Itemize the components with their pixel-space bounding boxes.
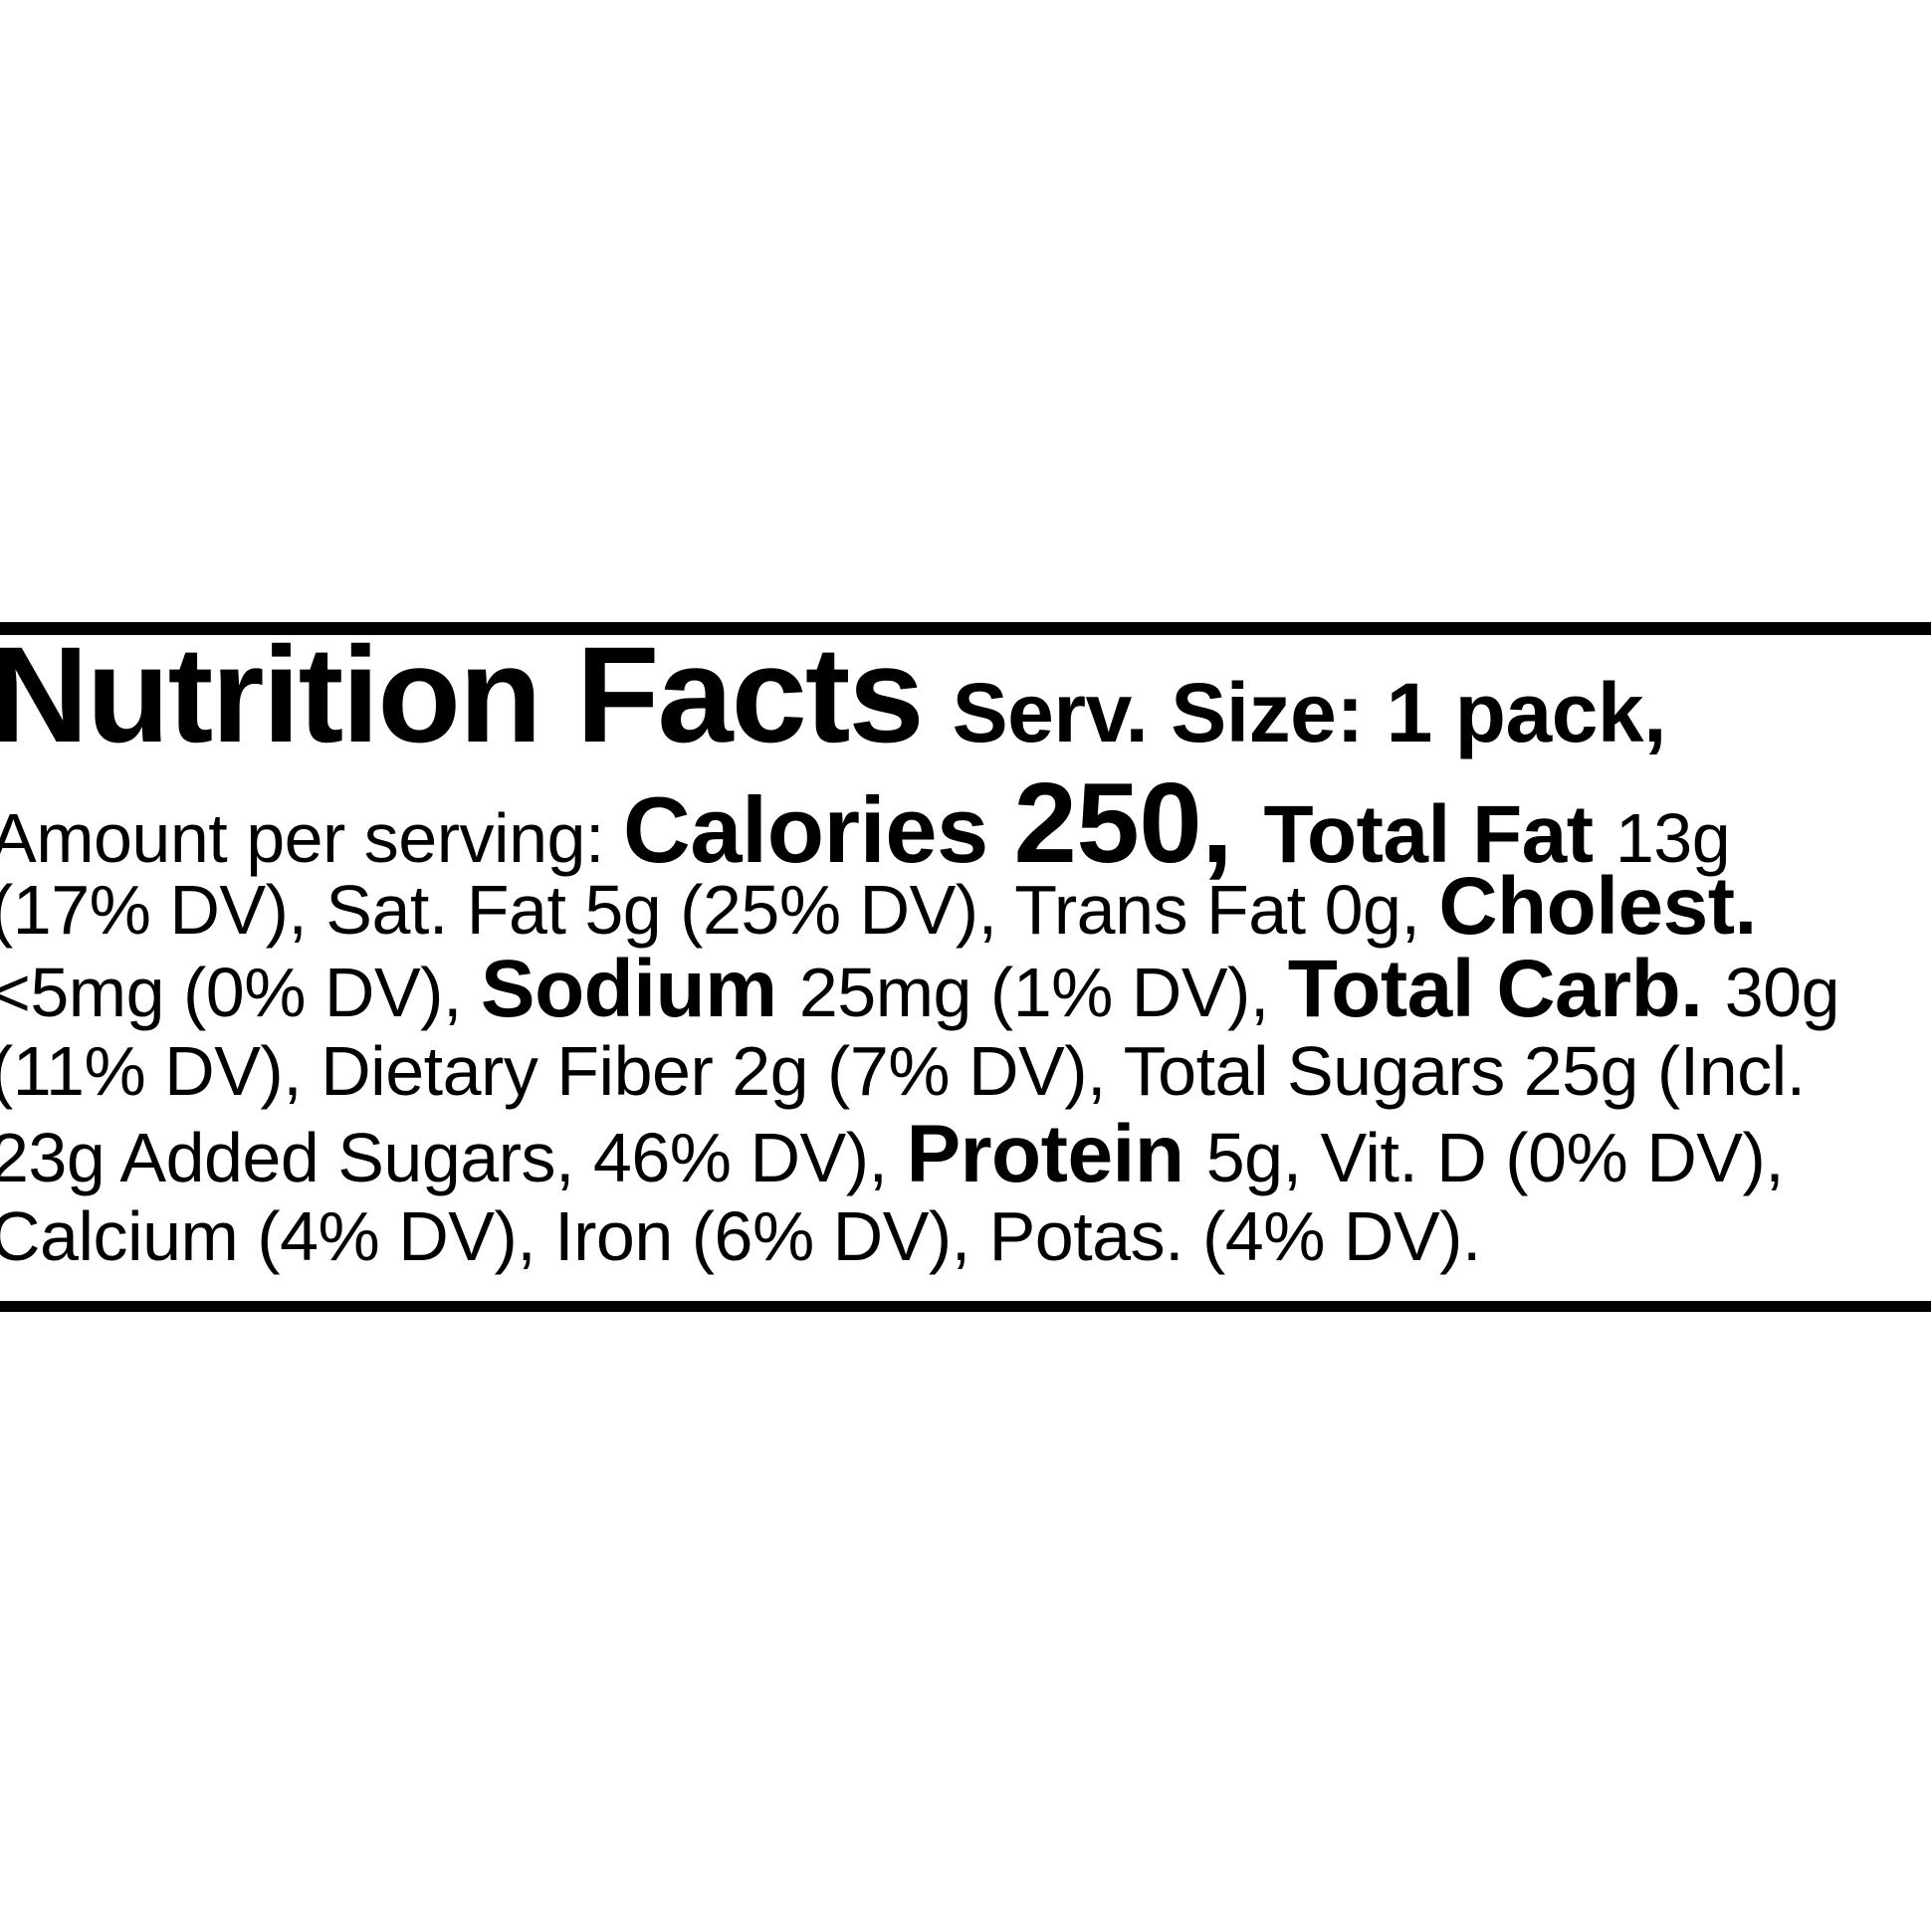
- nutrition-facts-content: Nutrition Facts Serv. Size: 1 pack, Amoun…: [0, 627, 1931, 1278]
- nutrition-text-segment: Amount per serving:: [0, 799, 623, 877]
- nutrition-lines: Amount per serving: Calories 250, Total …: [0, 767, 1931, 1278]
- nutrition-line: 23g Added Sugars, 46% DV), Protein 5g, V…: [0, 1113, 1931, 1196]
- nutrition-text-segment: 250,: [1013, 760, 1264, 887]
- nutrition-text-segment: (11% DV), Dietary Fiber 2g (7% DV), Tota…: [0, 1032, 1806, 1110]
- nutrition-text-segment: (17% DV), Sat. Fat 5g (25% DV), Trans Fa…: [0, 871, 1439, 949]
- nutrition-text-segment: 23g Added Sugars, 46% DV),: [0, 1119, 907, 1196]
- nutrition-text-segment: Total Fat: [1263, 789, 1615, 880]
- nutrition-line: (11% DV), Dietary Fiber 2g (7% DV), Tota…: [0, 1030, 1931, 1113]
- nutrition-facts-title: Nutrition Facts: [0, 619, 925, 771]
- nutrition-text-segment: Calcium (4% DV), Iron (6% DV), Potas. (4…: [0, 1197, 1481, 1275]
- nutrition-facts-header: Nutrition Facts Serv. Size: 1 pack,: [0, 627, 1931, 763]
- nutrition-line: (17% DV), Sat. Fat 5g (25% DV), Trans Fa…: [0, 865, 1931, 949]
- nutrition-text-segment: 30g: [1724, 954, 1840, 1031]
- nutrition-text-segment: 25mg (1% DV),: [798, 954, 1288, 1031]
- nutrition-text-segment: Cholest.: [1438, 861, 1757, 952]
- nutrition-text-segment: <5mg (0% DV),: [0, 954, 481, 1031]
- nutrition-line: <5mg (0% DV), Sodium 25mg (1% DV), Total…: [0, 948, 1931, 1031]
- nutrition-text-segment: Total Carb.: [1287, 944, 1725, 1034]
- nutrition-line: Calcium (4% DV), Iron (6% DV), Potas. (4…: [0, 1195, 1931, 1278]
- serving-size-text: Serv. Size: 1 pack,: [952, 666, 1667, 759]
- nutrition-text-segment: Protein: [906, 1109, 1206, 1199]
- nutrition-text-segment: 5g, Vit. D (0% DV),: [1205, 1119, 1785, 1196]
- nutrition-facts-label: Nutrition Facts Serv. Size: 1 pack, Amoun…: [0, 622, 1931, 1312]
- nutrition-line: Amount per serving: Calories 250, Total …: [0, 767, 1931, 881]
- nutrition-text-segment: Sodium: [480, 944, 799, 1034]
- nutrition-text-segment: Calories: [622, 777, 1014, 882]
- nutrition-text-segment: 13g: [1614, 799, 1731, 877]
